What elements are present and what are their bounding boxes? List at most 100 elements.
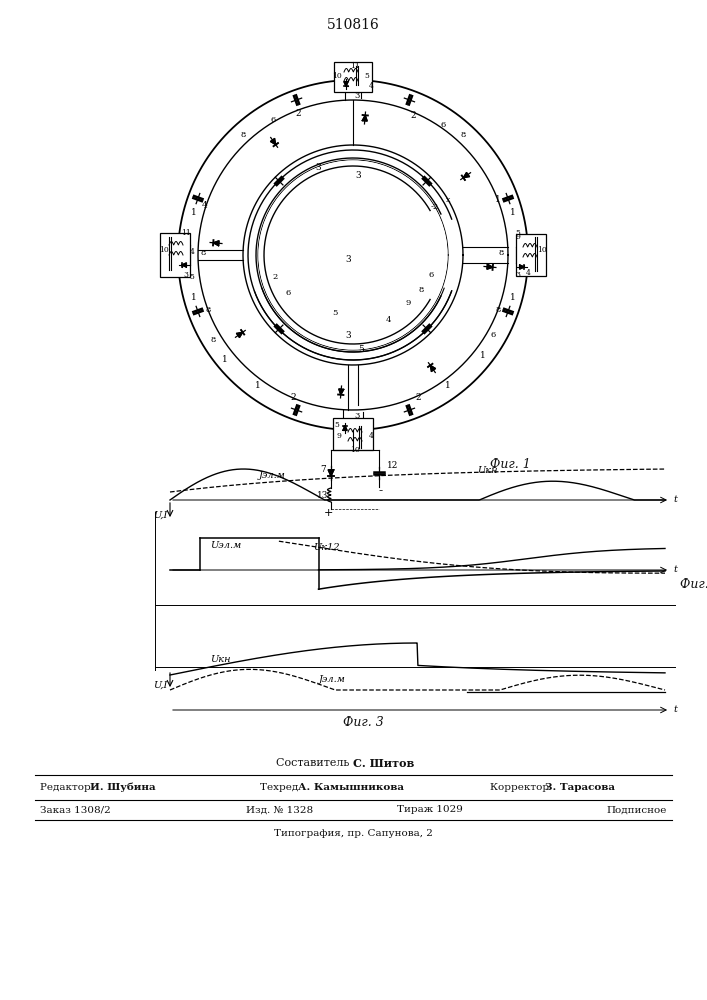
Text: 8: 8 (205, 306, 211, 314)
Polygon shape (520, 265, 525, 269)
Text: З. Тарасова: З. Тарасова (545, 783, 615, 792)
Text: Типография, пр. Сапунова, 2: Типография, пр. Сапунова, 2 (274, 830, 433, 838)
Text: Uкн: Uкн (209, 656, 230, 664)
Text: 5: 5 (334, 421, 339, 429)
Text: 11: 11 (350, 62, 360, 70)
Text: 8: 8 (240, 131, 246, 139)
Polygon shape (237, 332, 243, 337)
Text: U,I: U,I (153, 680, 167, 690)
Text: 2: 2 (410, 110, 416, 119)
Text: 1: 1 (480, 351, 486, 360)
Text: 12: 12 (387, 460, 398, 470)
Text: 10: 10 (159, 246, 169, 254)
Text: 4: 4 (385, 316, 391, 324)
Text: 2: 2 (296, 108, 300, 117)
Text: x: x (446, 196, 450, 204)
Text: 1: 1 (191, 208, 197, 217)
Text: Jэл.м: Jэл.м (259, 471, 286, 480)
Text: Uк12: Uк12 (313, 543, 340, 552)
Text: Фиг. 3: Фиг. 3 (344, 716, 384, 728)
Polygon shape (463, 173, 469, 178)
Text: 4: 4 (202, 200, 208, 210)
Text: 9: 9 (337, 432, 341, 440)
Text: 3: 3 (315, 162, 321, 172)
Text: Подписное: Подписное (607, 806, 667, 814)
Text: Техред: Техред (260, 783, 301, 792)
Text: 4: 4 (189, 248, 194, 256)
Text: +: + (323, 508, 333, 518)
Text: 10: 10 (350, 446, 360, 454)
Polygon shape (271, 139, 276, 145)
Text: 2: 2 (290, 392, 296, 401)
Text: А. Камышникова: А. Камышникова (298, 783, 404, 792)
Text: Редактор: Редактор (40, 783, 94, 792)
Polygon shape (214, 241, 219, 246)
Text: С. Шитов: С. Шитов (353, 758, 414, 769)
Text: 4: 4 (368, 432, 373, 440)
Text: 3: 3 (354, 412, 360, 420)
Text: 7: 7 (320, 464, 326, 474)
Text: t: t (673, 495, 677, 504)
Text: 2: 2 (415, 392, 421, 401)
Text: 6: 6 (491, 331, 496, 339)
Text: 4: 4 (368, 82, 373, 90)
Text: 510816: 510816 (327, 18, 380, 32)
Text: U,I: U,I (153, 510, 167, 520)
Text: Фиг. 1: Фиг. 1 (490, 458, 531, 472)
Text: Фиг. 2: Фиг. 2 (680, 578, 707, 591)
Polygon shape (487, 264, 493, 269)
Text: 4: 4 (525, 269, 530, 277)
Polygon shape (343, 426, 347, 430)
Text: 1: 1 (495, 196, 501, 205)
Text: -: - (379, 485, 383, 497)
Text: -2: -2 (431, 203, 439, 211)
Text: 6: 6 (428, 271, 433, 279)
Text: 5: 5 (189, 273, 194, 281)
Text: Uкн: Uкн (477, 466, 498, 475)
Text: Jэл.м: Jэл.м (318, 676, 346, 684)
Text: 1: 1 (510, 208, 515, 217)
Text: 6: 6 (286, 289, 291, 297)
Polygon shape (344, 82, 348, 86)
Text: 8: 8 (419, 286, 423, 294)
Text: 3: 3 (515, 271, 520, 279)
Text: 9: 9 (515, 233, 520, 241)
Text: Тираж 1029: Тираж 1029 (397, 806, 463, 814)
Text: 3: 3 (354, 92, 360, 100)
Bar (516, 234, 546, 276)
Polygon shape (339, 389, 344, 395)
Text: Изд. № 1328: Изд. № 1328 (247, 806, 314, 814)
Polygon shape (431, 365, 436, 371)
Bar (333, 418, 373, 450)
Text: 5: 5 (332, 309, 338, 317)
Text: 1: 1 (255, 380, 261, 389)
Text: И. Шубина: И. Шубина (90, 783, 156, 792)
Text: 13: 13 (317, 490, 329, 499)
Text: 10: 10 (332, 72, 342, 80)
Text: 9: 9 (405, 299, 411, 307)
Text: 1: 1 (445, 380, 451, 389)
Text: 6: 6 (440, 121, 445, 129)
Text: 5: 5 (358, 346, 364, 355)
Text: Заказ 1308/2: Заказ 1308/2 (40, 806, 111, 814)
Circle shape (259, 161, 447, 349)
Text: 10: 10 (537, 246, 547, 254)
Text: 5: 5 (365, 72, 370, 80)
Text: 8: 8 (498, 249, 503, 257)
Text: 8: 8 (496, 306, 501, 314)
Text: 3: 3 (345, 330, 351, 340)
Text: 3: 3 (345, 255, 351, 264)
Text: 1: 1 (191, 293, 197, 302)
Bar (160, 233, 190, 277)
Text: 8: 8 (200, 249, 206, 257)
Text: 11: 11 (181, 229, 191, 237)
Text: Составитель: Составитель (276, 758, 353, 768)
Polygon shape (328, 470, 334, 476)
Text: 3: 3 (355, 170, 361, 180)
Text: Корректор: Корректор (490, 783, 552, 792)
Polygon shape (362, 115, 367, 121)
Text: 5: 5 (515, 229, 520, 237)
Text: 3: 3 (184, 271, 189, 279)
Text: Uэл.м: Uэл.м (209, 541, 241, 550)
Text: 8: 8 (210, 336, 216, 344)
